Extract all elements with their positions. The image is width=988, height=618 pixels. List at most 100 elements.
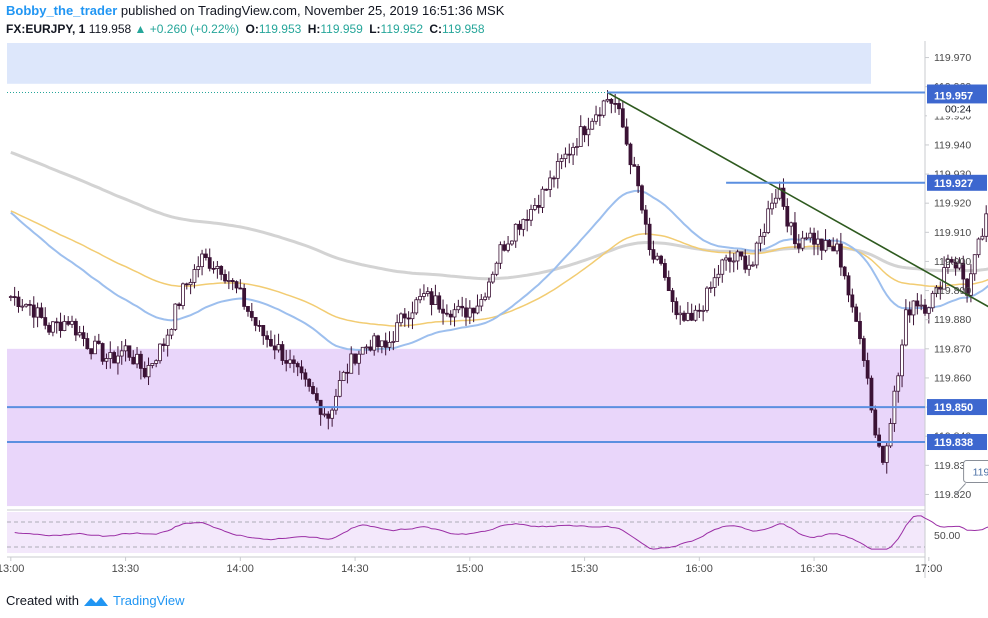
candle — [464, 307, 468, 318]
candle — [165, 334, 170, 346]
candle — [173, 303, 178, 330]
candle — [77, 332, 82, 336]
candle — [812, 232, 816, 245]
candle — [376, 335, 380, 348]
last-price: 119.958 — [88, 22, 132, 36]
candle — [984, 213, 988, 237]
candle — [881, 445, 885, 463]
candle — [640, 185, 644, 211]
candle — [685, 312, 690, 321]
candle — [410, 312, 415, 320]
candle — [116, 355, 120, 364]
author-name[interactable]: Bobby_the_trader — [6, 3, 118, 18]
support-zone — [7, 348, 925, 507]
candle — [100, 343, 105, 362]
candle — [490, 273, 495, 283]
candle — [276, 344, 281, 351]
candle — [509, 240, 514, 245]
candle — [884, 445, 889, 463]
candle — [20, 305, 25, 308]
candle — [207, 257, 212, 269]
candle — [364, 346, 369, 349]
candle — [651, 249, 656, 260]
candle — [934, 286, 939, 294]
candle — [131, 356, 136, 365]
candle — [575, 146, 579, 148]
candle — [536, 205, 541, 208]
candle — [460, 305, 465, 309]
candle — [161, 343, 166, 346]
candle — [747, 264, 751, 270]
candle — [184, 283, 189, 286]
candle — [720, 259, 725, 275]
candle — [620, 108, 625, 128]
candle — [39, 307, 44, 318]
candle — [773, 197, 778, 204]
candle — [601, 100, 606, 116]
candle — [923, 304, 927, 314]
candle — [456, 305, 461, 311]
candle — [8, 296, 13, 298]
candle — [708, 287, 713, 289]
open-value: 119.953 — [258, 22, 302, 36]
candle — [594, 114, 598, 122]
candle — [926, 307, 931, 314]
candle — [842, 266, 847, 277]
candles-group — [8, 90, 988, 474]
y-tick-label: 119.940 — [934, 139, 971, 151]
candle — [284, 360, 289, 364]
candle — [689, 312, 694, 321]
candle — [487, 281, 491, 298]
candle — [257, 325, 262, 327]
candle — [429, 291, 434, 306]
candle — [215, 265, 220, 269]
candle — [552, 177, 556, 180]
candle — [578, 126, 583, 147]
candle — [877, 434, 881, 447]
candle — [659, 255, 663, 264]
candle — [678, 312, 683, 316]
candle — [311, 386, 315, 394]
candle — [858, 321, 862, 339]
candle — [903, 309, 908, 346]
tradingview-brand[interactable]: TradingView — [112, 593, 185, 608]
candle — [402, 313, 407, 319]
candle — [804, 237, 809, 240]
candle — [827, 240, 832, 247]
candle — [705, 287, 709, 311]
x-tick-label: 13:30 — [112, 563, 140, 575]
candle — [517, 223, 522, 230]
x-tick-label: 16:00 — [685, 563, 713, 575]
ema-100-line — [10, 210, 988, 327]
candle — [494, 262, 499, 275]
candle — [154, 360, 159, 364]
candle — [47, 324, 51, 333]
candle — [873, 409, 878, 436]
candle — [762, 232, 767, 237]
candle — [399, 313, 403, 324]
close-value: 119.958 — [442, 22, 485, 36]
candle — [475, 305, 480, 314]
candle — [777, 187, 782, 199]
symbol-label[interactable]: FX:EURJPY, 1 — [6, 22, 86, 36]
candle — [12, 296, 17, 298]
candle — [854, 306, 859, 322]
candle — [314, 393, 319, 401]
candle — [269, 338, 273, 347]
candle — [467, 307, 472, 318]
candle — [177, 303, 182, 307]
candle — [322, 413, 327, 416]
candle — [532, 205, 537, 210]
candle — [770, 202, 774, 210]
price-badge-119850-bg — [927, 399, 987, 416]
candle — [555, 161, 560, 179]
candle — [307, 378, 312, 387]
candle — [349, 353, 354, 374]
candle — [793, 222, 797, 245]
rsi-level-label: 50.00 — [934, 530, 960, 542]
candle — [743, 255, 748, 270]
candle — [58, 321, 63, 331]
candle — [976, 238, 981, 256]
candle — [437, 295, 442, 310]
